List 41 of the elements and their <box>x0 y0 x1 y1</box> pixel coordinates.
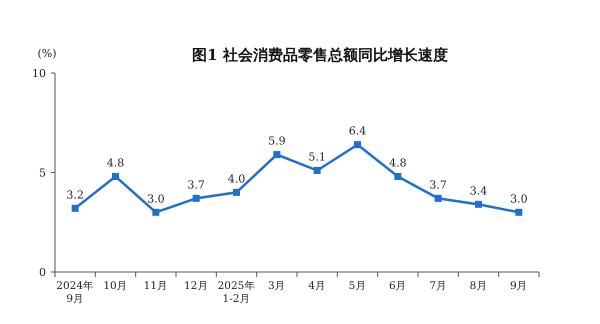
y-axis-title: (%) <box>37 47 57 60</box>
data-label: 3.7 <box>429 178 447 192</box>
x-tick-label: 12月 <box>184 280 208 292</box>
data-label: 6.4 <box>348 124 366 138</box>
data-label: 3.4 <box>470 184 488 198</box>
point <box>314 167 321 174</box>
point <box>434 194 442 202</box>
point <box>515 208 522 216</box>
point <box>152 208 160 216</box>
point <box>273 151 280 158</box>
data-label: 3.0 <box>147 192 165 206</box>
data-label: 3.7 <box>187 178 205 192</box>
x-tick-label: 7月 <box>429 280 448 292</box>
x-tick-label: 10月 <box>103 280 128 292</box>
point <box>475 200 482 208</box>
point <box>354 141 361 148</box>
point <box>192 194 200 202</box>
x-tick-label: 8月 <box>470 280 488 292</box>
x-tick-label: 11月 <box>144 280 168 292</box>
x-tick-label: 2025年 1-2月 <box>218 280 256 305</box>
point <box>233 188 240 196</box>
data-label: 3.0 <box>510 192 528 206</box>
chart-title: 图1 社会消费品零售总额同比增长速度 <box>192 46 448 64</box>
x-tick-label: 5月 <box>348 280 366 292</box>
data-label: 3.2 <box>66 188 84 202</box>
point <box>394 172 402 180</box>
x-tick-label: 4月 <box>308 280 326 292</box>
x-tick-label: 6月 <box>388 280 407 292</box>
point <box>112 172 119 180</box>
y-tick-label: 0 <box>39 266 46 279</box>
y-tick-label: 10 <box>32 67 46 80</box>
y-tick-label: 5 <box>39 166 46 180</box>
x-tick-label: 3月 <box>268 280 286 292</box>
data-label: 4.0 <box>228 172 246 186</box>
x-tick-label: 9月 <box>510 280 528 292</box>
data-label: 5.1 <box>308 150 326 164</box>
x-tick-label: 2024年 9月 <box>56 280 94 305</box>
data-label: 5.9 <box>268 134 286 148</box>
point <box>72 204 79 212</box>
data-label: 4.8 <box>389 156 407 170</box>
data-label: 4.8 <box>106 156 124 170</box>
